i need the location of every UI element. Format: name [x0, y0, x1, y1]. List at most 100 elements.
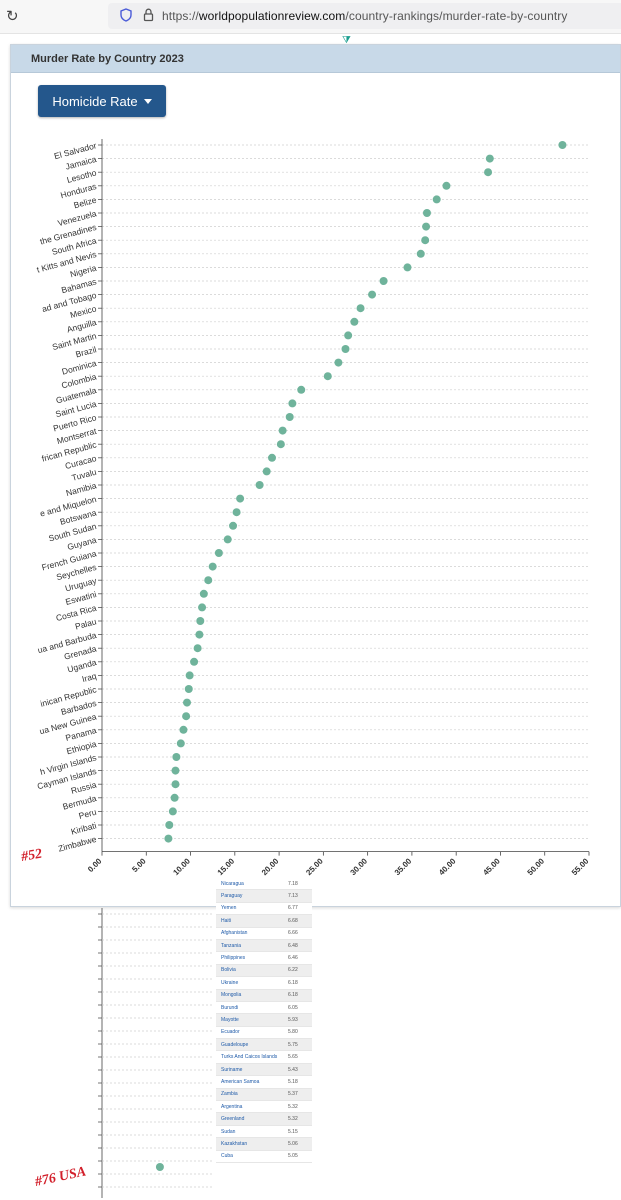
data-dot[interactable]	[262, 467, 271, 476]
table-row: Tanzania 6.48	[216, 939, 312, 953]
data-dot[interactable]	[208, 562, 217, 571]
table-country-link[interactable]: Zambia	[221, 1091, 238, 1098]
data-dot[interactable]	[176, 739, 185, 748]
data-dot[interactable]	[165, 821, 174, 829]
data-dot[interactable]	[442, 181, 451, 190]
url-text[interactable]: https://worldpopulationreview.com/countr…	[162, 9, 567, 23]
data-dot[interactable]	[185, 671, 194, 680]
data-dot[interactable]	[268, 453, 277, 462]
data-dot[interactable]	[190, 657, 199, 666]
shield-icon[interactable]	[120, 8, 132, 22]
data-dot[interactable]	[421, 236, 430, 245]
x-tick-label: 20.00	[260, 856, 281, 877]
data-dot[interactable]	[334, 358, 343, 367]
table-country-link[interactable]: Bolivia	[221, 967, 236, 974]
data-dot[interactable]	[288, 399, 297, 408]
table-row: Yemen 6.77	[216, 903, 312, 916]
table-country-link[interactable]: Afghanistan	[221, 930, 248, 937]
data-dot[interactable]	[171, 780, 180, 789]
table-rate-value: 6.66	[288, 930, 298, 937]
x-tick-label: 50.00	[526, 856, 547, 877]
table-row: Mongolia 6.18	[216, 989, 312, 1002]
table-country-link[interactable]: Turks And Caicos Islands	[221, 1054, 278, 1061]
data-dot[interactable]	[229, 521, 238, 530]
data-dot[interactable]	[484, 168, 493, 177]
data-dot[interactable]	[195, 630, 204, 639]
data-dot[interactable]	[184, 685, 193, 693]
table-country-link[interactable]: Suriname	[221, 1066, 243, 1073]
table-country-link[interactable]: Philippines	[221, 955, 246, 962]
table-rate-value: 5.15	[288, 1128, 298, 1135]
x-tick-label: 5.00	[130, 856, 148, 874]
data-dot[interactable]	[179, 725, 188, 734]
table-country-link[interactable]: Burundi	[221, 1004, 239, 1011]
data-dot[interactable]	[171, 766, 180, 775]
table-country-link[interactable]: Sudan	[221, 1128, 236, 1135]
homicide-rate-dropdown[interactable]: Homicide Rate	[38, 85, 166, 117]
lock-icon[interactable]	[143, 8, 154, 22]
table-country-link[interactable]: Ecuador	[221, 1029, 240, 1036]
table-row: Burundi 6.05	[216, 1002, 312, 1015]
data-dot[interactable]	[182, 712, 191, 721]
table-country-link[interactable]: Cuba	[221, 1153, 233, 1160]
data-dot[interactable]	[214, 549, 223, 557]
data-dot[interactable]	[255, 481, 264, 489]
data-dot[interactable]	[368, 290, 377, 299]
table-rate-value: 5.32	[288, 1116, 298, 1123]
data-dot[interactable]	[558, 141, 567, 149]
x-tick-label: 35.00	[393, 856, 414, 877]
axis-layer	[98, 139, 590, 856]
table-rate-value: 6.68	[288, 917, 298, 924]
data-dot[interactable]	[193, 644, 202, 653]
table-country-link[interactable]: Mayotte	[221, 1016, 239, 1023]
data-dot[interactable]	[276, 440, 285, 449]
data-dot[interactable]	[416, 249, 425, 258]
data-dot[interactable]	[204, 576, 213, 585]
data-dot[interactable]	[403, 263, 412, 272]
table-country-link[interactable]: Greenland	[221, 1116, 245, 1123]
data-dot[interactable]	[485, 154, 494, 163]
data-dot[interactable]	[344, 331, 353, 340]
rates-table-body: Nicaragua 7.18 Paraguay 7.13 Yemen 6.77 Haiti 6…	[216, 878, 312, 1163]
data-dot[interactable]	[236, 494, 245, 503]
data-dot[interactable]	[297, 385, 306, 394]
data-dot[interactable]	[422, 222, 431, 231]
data-dot[interactable]	[341, 345, 350, 353]
address-bar[interactable]	[108, 3, 621, 29]
table-country-link[interactable]: Mongolia	[221, 992, 242, 999]
data-dot[interactable]	[432, 195, 441, 204]
data-dot[interactable]	[168, 807, 177, 816]
category-label: Zimbabwe	[57, 834, 98, 854]
data-dot[interactable]	[223, 535, 232, 544]
table-country-link[interactable]: American Samoa	[221, 1078, 260, 1085]
table-country-link[interactable]: Tanzania	[221, 942, 242, 949]
usa-data-dot[interactable]	[155, 1163, 164, 1171]
filter-icon[interactable]: ⧩	[342, 35, 351, 46]
data-dot[interactable]	[164, 834, 173, 843]
table-country-link[interactable]: Kazakhstan	[221, 1140, 248, 1147]
data-dot[interactable]	[323, 372, 332, 381]
data-dot[interactable]	[172, 753, 181, 761]
data-dot[interactable]	[278, 426, 287, 435]
table-country-link[interactable]: Nicaragua	[221, 880, 244, 887]
reload-icon[interactable]: ↻	[6, 7, 19, 25]
table-country-link[interactable]: Guadeloupe	[221, 1041, 249, 1048]
table-rate-value: 5.37	[288, 1091, 298, 1098]
data-dot[interactable]	[379, 277, 388, 285]
data-dot[interactable]	[422, 209, 431, 217]
data-dot[interactable]	[199, 589, 208, 598]
data-dot[interactable]	[356, 304, 365, 313]
table-country-link[interactable]: Argentina	[221, 1103, 243, 1110]
table-country-link[interactable]: Yemen	[221, 905, 237, 912]
data-dot[interactable]	[350, 317, 359, 326]
data-dot[interactable]	[198, 603, 207, 612]
table-country-link[interactable]: Haiti	[221, 917, 232, 924]
data-dot[interactable]	[170, 793, 179, 802]
data-dot[interactable]	[232, 508, 241, 517]
data-dot[interactable]	[196, 617, 205, 625]
table-country-link[interactable]: Ukraine	[221, 979, 239, 986]
data-dot[interactable]	[183, 698, 192, 707]
table-rate-value: 6.18	[288, 979, 298, 986]
data-dot[interactable]	[285, 413, 294, 421]
table-country-link[interactable]: Paraguay	[221, 893, 243, 900]
